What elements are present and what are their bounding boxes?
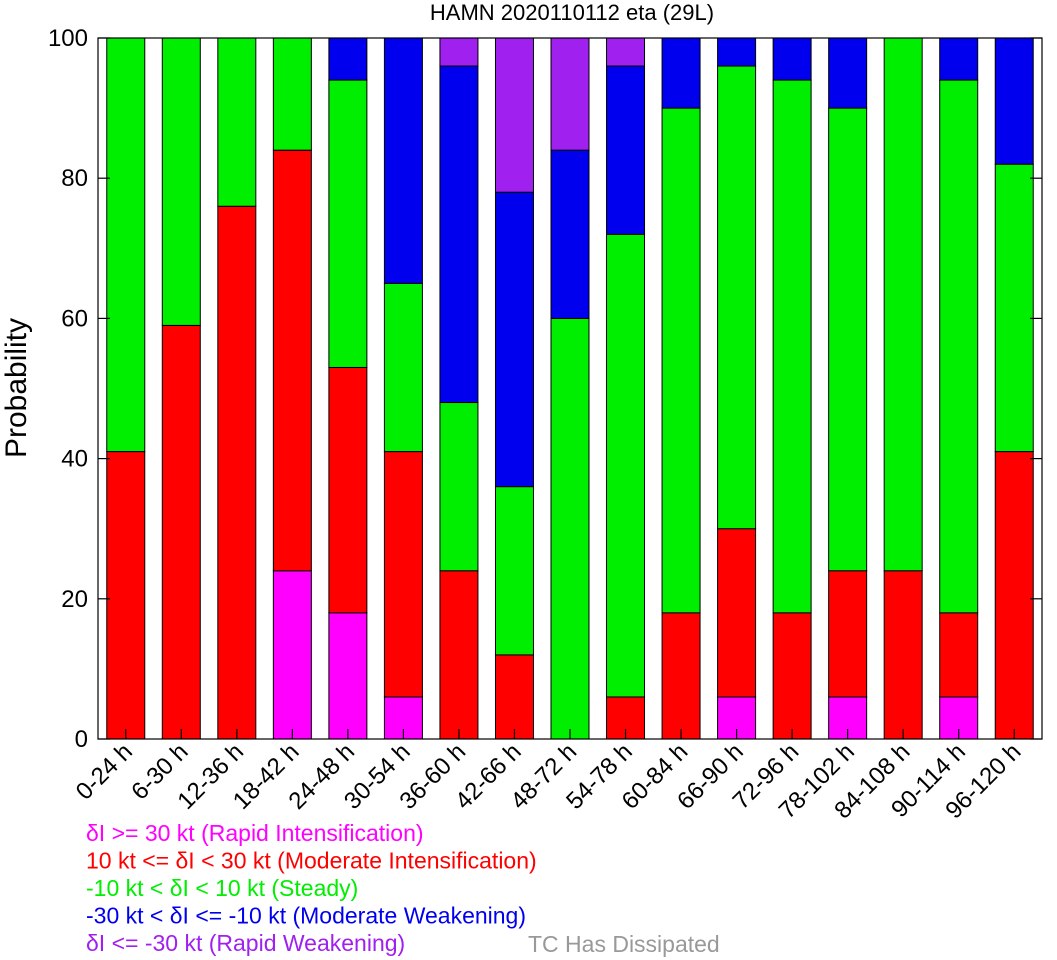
legend: δI >= 30 kt (Rapid Intensification)10 kt…	[86, 820, 537, 956]
dissipated-label: TC Has Dissipated	[528, 931, 720, 957]
bar-segment-13-series-3	[828, 37, 868, 109]
bar-segment-10-series-1	[661, 612, 701, 740]
bar-segment-9-series-3	[606, 65, 646, 235]
bar-segment-10-series-2	[661, 107, 701, 614]
bar-segment-14-series-2	[883, 37, 923, 572]
y-tick-label-3: 60	[61, 305, 88, 332]
bar-segment-3-series-2	[272, 37, 312, 151]
bar-segment-6-series-4	[439, 37, 479, 67]
bar-segment-7-series-3	[494, 191, 534, 488]
bar-segment-16-series-2	[994, 163, 1034, 453]
bar-segment-3-series-1	[272, 149, 312, 572]
bar-segment-16-series-3	[994, 37, 1034, 165]
bar-segment-14-series-1	[883, 570, 923, 740]
bar-segment-7-series-2	[494, 486, 534, 656]
bar-segment-8-series-3	[550, 149, 590, 319]
bar-segment-0-series-1	[106, 451, 146, 740]
bar-segment-7-series-1	[494, 654, 534, 740]
bar-segment-6-series-2	[439, 402, 479, 572]
bar-segment-15-series-1	[939, 612, 979, 698]
bar-segment-12-series-2	[772, 79, 812, 614]
bar-segment-11-series-2	[717, 65, 757, 530]
bar-segment-11-series-3	[717, 37, 757, 67]
y-tick-label-1: 20	[61, 586, 88, 613]
bar-segment-0-series-2	[106, 37, 146, 453]
bar-segment-12-series-3	[772, 37, 812, 81]
bar-segment-5-series-1	[383, 451, 423, 698]
bar-segment-9-series-2	[606, 233, 646, 698]
y-axis-label: Probability	[0, 318, 33, 458]
bar-segment-8-series-2	[550, 317, 590, 740]
bar-segment-4-series-0	[328, 612, 368, 740]
legend-entry-0: δI >= 30 kt (Rapid Intensification)	[86, 820, 424, 846]
bar-segment-9-series-4	[606, 37, 646, 67]
legend-entry-3: -30 kt < δI <= -10 kt (Moderate Weakenin…	[86, 903, 526, 929]
bar-segment-7-series-4	[494, 37, 534, 193]
legend-entry-4: δI <= -30 kt (Rapid Weakening)	[86, 930, 405, 956]
y-tick-label-4: 80	[61, 165, 88, 192]
bar-segment-8-series-4	[550, 37, 590, 151]
bar-segment-1-series-2	[161, 37, 201, 326]
bar-segment-4-series-1	[328, 366, 368, 614]
bar-segment-10-series-3	[661, 37, 701, 109]
bar-segment-1-series-1	[161, 324, 201, 740]
legend-entry-2: -10 kt < δI < 10 kt (Steady)	[86, 875, 358, 901]
y-tick-label-2: 40	[61, 446, 88, 473]
bar-segment-2-series-2	[217, 37, 257, 207]
bar-segment-15-series-3	[939, 37, 979, 81]
chart-title: HAMN 2020110112 eta (29L)	[430, 0, 714, 25]
bar-segment-4-series-3	[328, 37, 368, 81]
bar-segment-13-series-1	[828, 570, 868, 698]
bar-segment-3-series-0	[272, 570, 312, 740]
bar-segment-16-series-1	[994, 451, 1034, 740]
bars-group	[106, 37, 1034, 740]
bar-segment-6-series-3	[439, 65, 479, 404]
y-tick-label-0: 0	[75, 726, 88, 753]
bar-segment-15-series-2	[939, 79, 979, 614]
bar-segment-5-series-2	[383, 282, 423, 453]
bar-segment-13-series-2	[828, 107, 868, 572]
bar-segment-12-series-1	[772, 612, 812, 740]
bar-segment-5-series-3	[383, 37, 423, 284]
y-tick-label-5: 100	[48, 25, 88, 52]
bar-segment-6-series-1	[439, 570, 479, 740]
bar-segment-2-series-1	[217, 205, 257, 740]
bar-segment-4-series-2	[328, 79, 368, 368]
bar-segment-11-series-1	[717, 528, 757, 698]
legend-entry-1: 10 kt <= δI < 30 kt (Moderate Intensific…	[86, 848, 537, 874]
